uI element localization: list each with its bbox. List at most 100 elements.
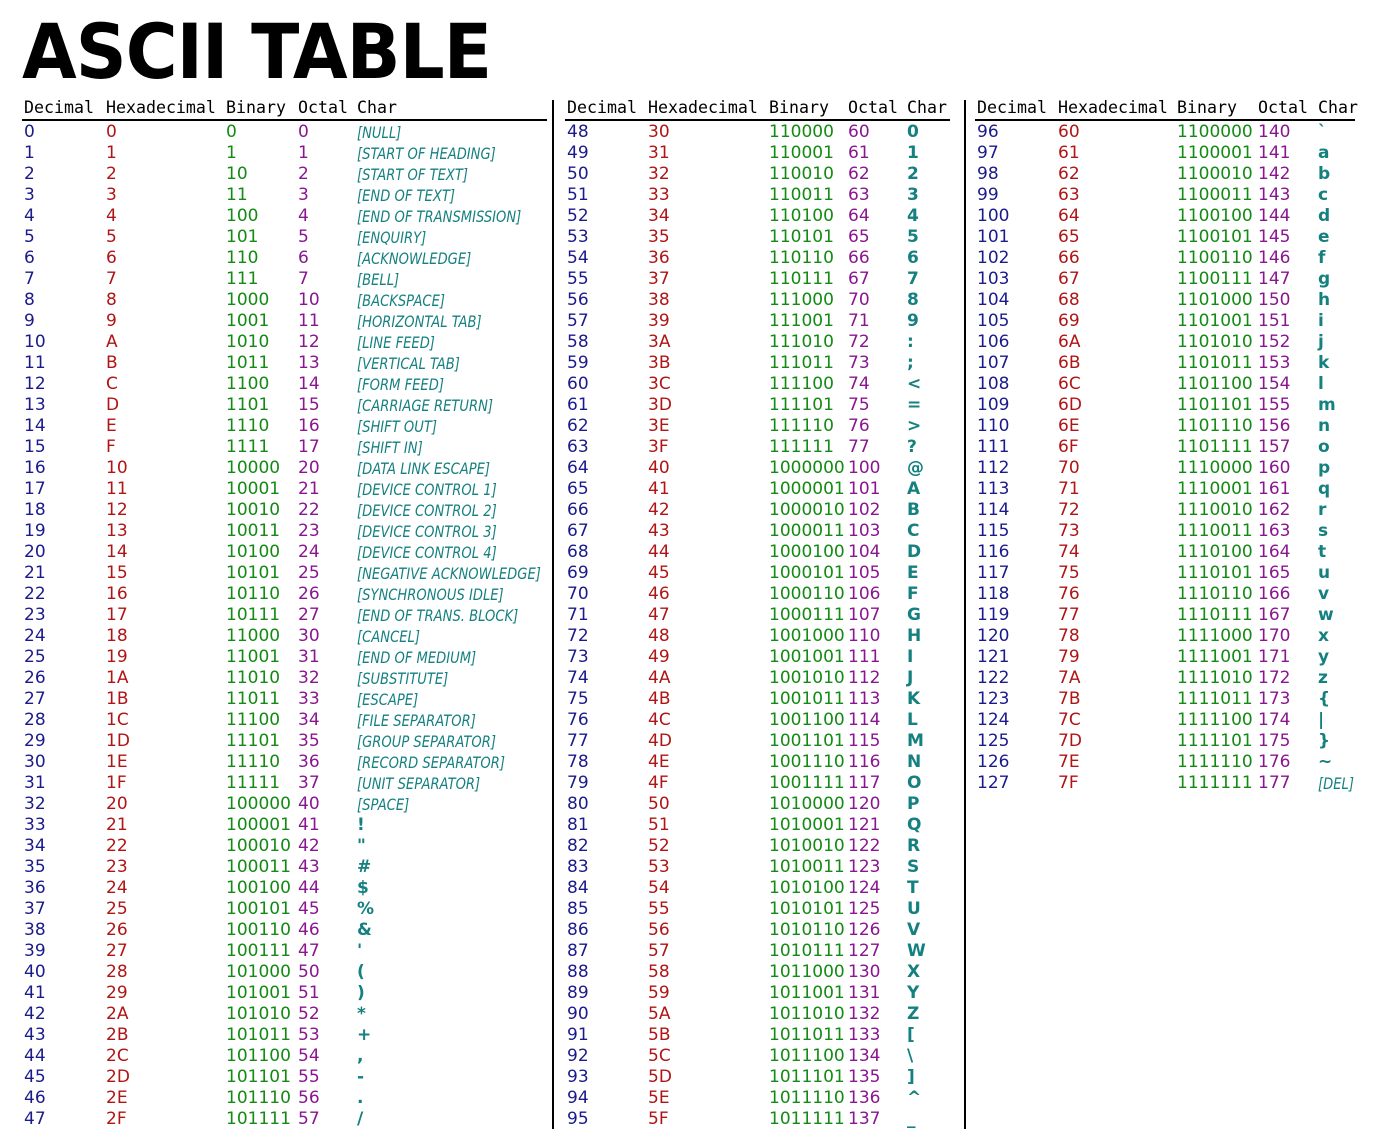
cell-octal: 74 <box>848 374 870 394</box>
table-row: 112 70 1110000 160 p <box>977 458 1357 479</box>
table-row: 34 22 100010 42 " <box>24 836 549 857</box>
cell-hexadecimal: 3D <box>648 395 672 415</box>
cell-decimal: 87 <box>567 941 589 961</box>
cell-char: 3 <box>907 185 919 205</box>
table-row: 94 5E 1011110 136 ^ <box>567 1088 952 1109</box>
cell-decimal: 97 <box>977 143 999 163</box>
cell-decimal: 85 <box>567 899 589 919</box>
cell-hexadecimal: 5D <box>648 1067 672 1087</box>
table-row: 52 34 110100 64 4 <box>567 206 952 227</box>
cell-decimal: 108 <box>977 374 1010 394</box>
cell-binary: 1110111 <box>1177 605 1253 625</box>
cell-char: [DEVICE CONTROL 3] <box>357 522 497 541</box>
cell-binary: 100011 <box>226 857 291 877</box>
cell-octal: 165 <box>1258 563 1291 583</box>
cell-hexadecimal: 54 <box>648 878 670 898</box>
cell-hexadecimal: 24 <box>106 878 128 898</box>
cell-hexadecimal: 77 <box>1058 605 1080 625</box>
cell-hexadecimal: 63 <box>1058 185 1080 205</box>
table-row: 68 44 1000100 104 D <box>567 542 952 563</box>
cell-binary: 101011 <box>226 1025 291 1045</box>
cell-binary: 1101100 <box>1177 374 1253 394</box>
cell-hexadecimal: 52 <box>648 836 670 856</box>
cell-octal: 35 <box>298 731 320 751</box>
cell-hexadecimal: 6B <box>1058 353 1081 373</box>
cell-decimal: 29 <box>24 731 46 751</box>
cell-binary: 1110101 <box>1177 563 1253 583</box>
table-row: 96 60 1100000 140 ` <box>977 122 1357 143</box>
cell-hexadecimal: 37 <box>648 269 670 289</box>
cell-char: O <box>907 773 922 793</box>
cell-hexadecimal: 79 <box>1058 647 1080 667</box>
cell-char: [BELL] <box>357 270 400 289</box>
cell-decimal: 23 <box>24 605 46 625</box>
cell-decimal: 116 <box>977 542 1010 562</box>
cell-octal: 154 <box>1258 374 1291 394</box>
table-row: 69 45 1000101 105 E <box>567 563 952 584</box>
cell-char: : <box>907 332 914 352</box>
cell-octal: 172 <box>1258 668 1291 688</box>
cell-decimal: 12 <box>24 374 46 394</box>
cell-char: [START OF HEADING] <box>357 144 496 163</box>
cell-octal: 147 <box>1258 269 1291 289</box>
cell-binary: 101000 <box>226 962 291 982</box>
table-row: 109 6D 1101101 155 m <box>977 395 1357 416</box>
cell-octal: 27 <box>298 605 320 625</box>
cell-hexadecimal: 1C <box>106 710 129 730</box>
cell-binary: 10011 <box>226 521 281 541</box>
cell-hexadecimal: 4 <box>106 206 117 226</box>
cell-hexadecimal: 2D <box>106 1067 130 1087</box>
cell-char: 5 <box>907 227 919 247</box>
cell-char: z <box>1318 668 1328 688</box>
cell-binary: 1001001 <box>769 647 845 667</box>
cell-decimal: 98 <box>977 164 999 184</box>
table-row: 108 6C 1101100 154 l <box>977 374 1357 395</box>
cell-octal: 20 <box>298 458 320 478</box>
table-row: 78 4E 1001110 116 N <box>567 752 952 773</box>
table-row: 4 4 100 4 [END OF TRANSMISSION] <box>24 206 549 227</box>
cell-char: j <box>1318 332 1324 352</box>
cell-hexadecimal: 17 <box>106 605 128 625</box>
cell-char: = <box>907 395 922 415</box>
cell-octal: 142 <box>1258 164 1291 184</box>
cell-decimal: 30 <box>24 752 46 772</box>
cell-octal: 173 <box>1258 689 1291 709</box>
cell-octal: 47 <box>298 941 320 961</box>
table-row: 25 19 11001 31 [END OF MEDIUM] <box>24 647 549 668</box>
cell-char: M <box>907 731 924 751</box>
cell-decimal: 107 <box>977 353 1010 373</box>
cell-hexadecimal: 1D <box>106 731 130 751</box>
cell-char: d <box>1318 206 1331 226</box>
cell-octal: 125 <box>848 899 881 919</box>
cell-binary: 11000 <box>226 626 281 646</box>
table-row: 6 6 110 6 [ACKNOWLEDGE] <box>24 248 549 269</box>
cell-octal: 55 <box>298 1067 320 1087</box>
cell-octal: 21 <box>298 479 320 499</box>
cell-decimal: 35 <box>24 857 46 877</box>
column-header-binary: Binary <box>1177 98 1237 117</box>
cell-hexadecimal: 34 <box>648 206 670 226</box>
cell-decimal: 38 <box>24 920 46 940</box>
cell-char: A <box>907 479 921 499</box>
table-row: 30 1E 11110 36 [RECORD SEPARATOR] <box>24 752 549 773</box>
cell-char: < <box>907 374 922 394</box>
cell-octal: 64 <box>848 206 870 226</box>
cell-hexadecimal: 69 <box>1058 311 1080 331</box>
cell-decimal: 11 <box>24 353 46 373</box>
cell-binary: 1011 <box>226 353 270 373</box>
cell-char: y <box>1318 647 1330 667</box>
cell-binary: 100110 <box>226 920 291 940</box>
table-row: 81 51 1010001 121 Q <box>567 815 952 836</box>
section-divider <box>964 100 966 1129</box>
cell-binary: 1001010 <box>769 668 845 688</box>
cell-char: [BACKSPACE] <box>357 291 445 310</box>
cell-octal: 67 <box>848 269 870 289</box>
table-row: 71 47 1000111 107 G <box>567 605 952 626</box>
cell-hexadecimal: 50 <box>648 794 670 814</box>
cell-hexadecimal: 5A <box>648 1004 671 1024</box>
table-row: 0 0 0 0 [NULL] <box>24 122 549 143</box>
cell-octal: 32 <box>298 668 320 688</box>
cell-hexadecimal: 2F <box>106 1109 127 1129</box>
table-row: 47 2F 101111 57 / <box>24 1109 549 1130</box>
cell-binary: 111010 <box>769 332 834 352</box>
